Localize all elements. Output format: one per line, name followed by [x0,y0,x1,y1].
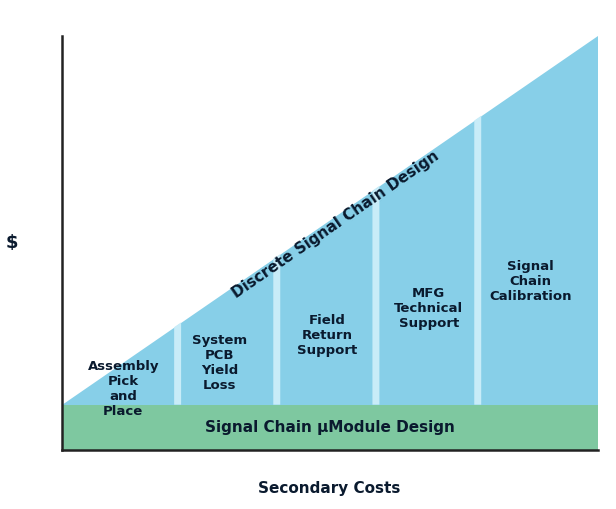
Text: MFG
Technical
Support: MFG Technical Support [394,287,463,330]
Text: Discrete Signal Chain Design: Discrete Signal Chain Design [230,148,442,301]
Text: Secondary Costs: Secondary Costs [258,482,401,496]
Text: $: $ [6,234,18,252]
Polygon shape [62,405,598,450]
Text: Assembly
Pick
and
Place: Assembly Pick and Place [87,359,159,417]
Polygon shape [62,36,598,405]
Text: System
PCB
Yield
Loss: System PCB Yield Loss [192,334,247,392]
Text: Signal
Chain
Calibration: Signal Chain Calibration [489,261,572,303]
Text: Field
Return
Support: Field Return Support [297,314,357,357]
Polygon shape [373,186,379,405]
Text: Signal Chain μModule Design: Signal Chain μModule Design [205,420,455,435]
Polygon shape [474,116,481,405]
Polygon shape [274,254,280,405]
Polygon shape [174,322,181,405]
